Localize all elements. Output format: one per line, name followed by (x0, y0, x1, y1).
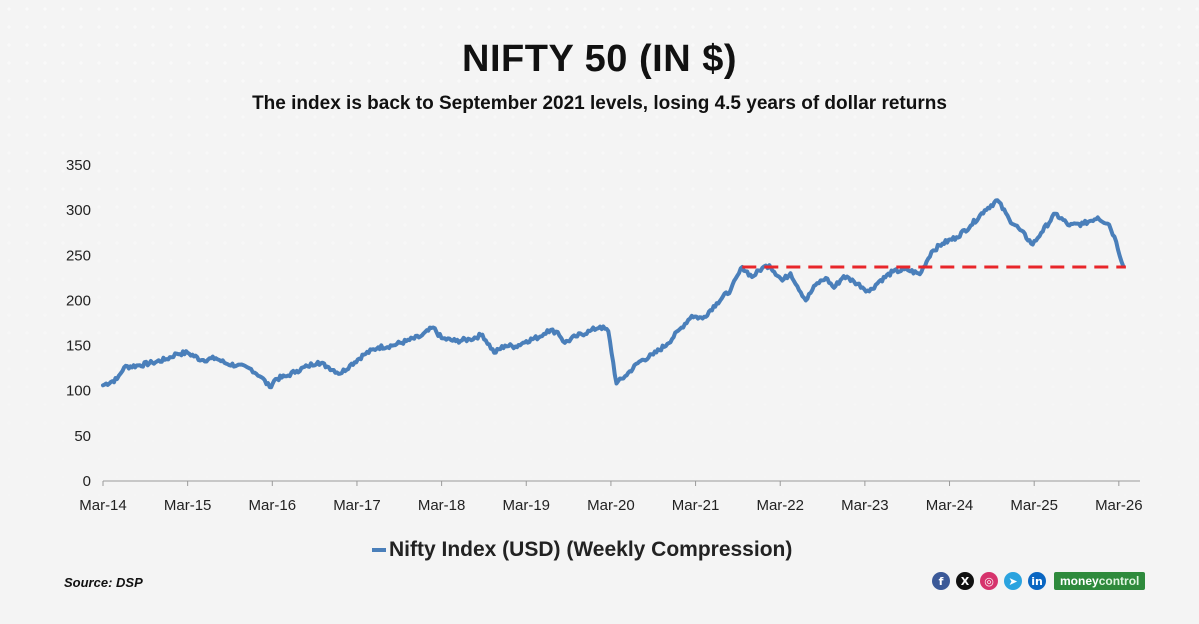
x-tick-label: Mar-15 (164, 497, 212, 514)
x-tick-label: Mar-16 (249, 497, 297, 514)
chart-axes (102, 480, 1140, 486)
x-tick-label: Mar-21 (672, 497, 720, 514)
y-tick-label: 0 (83, 473, 91, 490)
chart-series (101, 198, 1126, 390)
y-tick-label: 100 (66, 383, 91, 400)
x-tick-label: Mar-26 (1095, 497, 1143, 514)
x-tick-label: Mar-17 (333, 497, 381, 514)
x-icon[interactable]: X (956, 572, 974, 590)
x-tick-label: Mar-23 (841, 497, 889, 514)
x-tick-label: Mar-22 (756, 497, 804, 514)
y-tick-label: 150 (66, 338, 91, 355)
moneycontrol-logo[interactable]: money control (1054, 572, 1146, 590)
brand-part-2: control (1098, 574, 1140, 588)
x-tick-label: Mar-20 (587, 497, 635, 514)
y-tick-label: 350 (66, 157, 91, 174)
chart-subtitle: The index is back to September 2021 leve… (252, 93, 947, 114)
x-tick-label: Mar-19 (503, 497, 551, 514)
brand-part-1: money (1060, 574, 1099, 588)
legend-swatch (372, 548, 386, 552)
x-tick-label: Mar-24 (926, 497, 974, 514)
y-tick-label: 300 (66, 202, 91, 219)
y-tick-label: 250 (66, 247, 91, 264)
y-tick-label: 50 (74, 428, 91, 445)
x-tick-label: Mar-25 (1010, 497, 1058, 514)
chart-title: NIFTY 50 (IN $) (462, 38, 737, 80)
brand-bar: f X ◎ ➤ in money control (932, 572, 1146, 590)
linkedin-icon[interactable]: in (1028, 572, 1046, 590)
tick-labels: 0 50 100 150 200 250 300 350 Mar-14 Mar-15 Mar-16 M… (66, 157, 1143, 514)
legend-label: Nifty Index (USD) (Weekly Compression) (389, 538, 793, 561)
y-tick-label: 200 (66, 292, 91, 309)
chart-legend: Nifty Index (USD) (Weekly Compression) (372, 536, 792, 564)
telegram-icon[interactable]: ➤ (1004, 572, 1022, 590)
x-tick-label: Mar-14 (79, 497, 127, 514)
x-tick-label: Mar-18 (418, 497, 466, 514)
source-note: Source: DSP (64, 575, 143, 590)
instagram-icon[interactable]: ◎ (980, 572, 998, 590)
facebook-icon[interactable]: f (932, 572, 950, 590)
series-line-nifty-usd (101, 198, 1126, 390)
